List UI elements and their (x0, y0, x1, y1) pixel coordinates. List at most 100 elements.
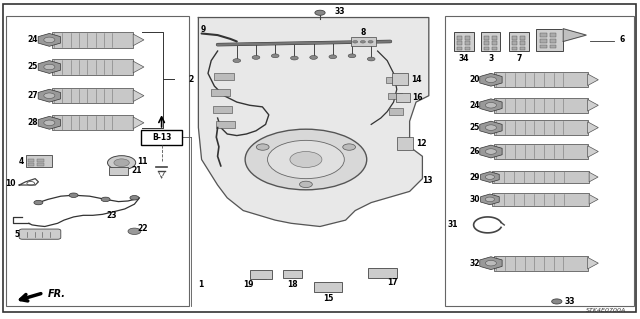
Circle shape (485, 197, 495, 202)
Text: 19: 19 (243, 280, 253, 289)
Text: 8: 8 (361, 28, 366, 37)
Circle shape (552, 299, 562, 304)
Text: 25: 25 (469, 123, 480, 132)
Circle shape (485, 175, 495, 179)
Bar (465, 36, 470, 40)
Circle shape (485, 125, 497, 130)
Polygon shape (589, 172, 598, 182)
Circle shape (348, 54, 356, 58)
Circle shape (360, 41, 365, 43)
Text: 27: 27 (28, 91, 38, 100)
Bar (550, 45, 556, 48)
Text: 1: 1 (198, 280, 204, 289)
Bar (351, 37, 376, 46)
Bar (492, 41, 497, 45)
Bar (494, 144, 588, 159)
Bar (368, 268, 397, 278)
Circle shape (268, 140, 344, 179)
Bar (283, 270, 302, 278)
Text: 5: 5 (14, 230, 19, 239)
Text: 31: 31 (448, 220, 458, 229)
Bar (392, 73, 408, 85)
Bar (540, 33, 547, 37)
Text: 30: 30 (469, 195, 480, 204)
Bar (37, 159, 44, 162)
Bar (52, 115, 133, 130)
Bar (536, 29, 563, 51)
Circle shape (252, 56, 260, 59)
Circle shape (108, 156, 136, 170)
Circle shape (485, 77, 497, 83)
Circle shape (291, 56, 298, 60)
Bar (465, 41, 470, 45)
Bar (512, 36, 517, 40)
Bar (494, 120, 588, 135)
Bar (397, 137, 413, 150)
Text: 33: 33 (334, 7, 344, 16)
Bar (396, 93, 410, 102)
Circle shape (300, 181, 312, 188)
Bar (213, 106, 232, 113)
Polygon shape (588, 146, 598, 157)
Circle shape (128, 228, 141, 234)
Text: FR.: FR. (48, 289, 66, 299)
Bar (26, 155, 52, 167)
Polygon shape (588, 122, 598, 133)
Bar (540, 45, 547, 48)
Bar (37, 163, 44, 166)
Text: B-13: B-13 (152, 133, 172, 142)
Bar (214, 73, 234, 80)
Circle shape (69, 193, 78, 197)
Polygon shape (563, 29, 586, 41)
Text: 34: 34 (459, 54, 469, 63)
Bar (493, 171, 589, 183)
Bar (28, 159, 34, 162)
Polygon shape (589, 195, 598, 204)
Bar (512, 47, 517, 50)
Bar (52, 32, 133, 48)
Polygon shape (133, 90, 144, 101)
Bar (494, 98, 588, 113)
Circle shape (329, 55, 337, 59)
Circle shape (343, 144, 356, 150)
Polygon shape (588, 257, 598, 269)
Bar (445, 16, 634, 306)
FancyBboxPatch shape (19, 229, 61, 239)
Polygon shape (588, 100, 598, 111)
Circle shape (114, 159, 129, 167)
Text: 21: 21 (131, 167, 141, 175)
Bar (465, 47, 470, 50)
Bar (141, 130, 182, 145)
Circle shape (245, 129, 367, 190)
Text: 4: 4 (19, 157, 24, 166)
Text: 15: 15 (323, 294, 333, 303)
Bar (457, 36, 462, 40)
Bar (492, 47, 497, 50)
Circle shape (271, 54, 279, 58)
Text: 29: 29 (469, 173, 480, 182)
Text: 22: 22 (138, 224, 148, 233)
Text: 26: 26 (469, 147, 480, 156)
Bar (520, 47, 525, 50)
Bar (216, 121, 235, 128)
Bar (520, 41, 525, 45)
Polygon shape (133, 61, 144, 73)
Bar (484, 41, 489, 45)
Bar (484, 36, 489, 40)
Circle shape (34, 200, 43, 205)
Circle shape (315, 10, 325, 15)
Bar (493, 193, 589, 206)
Bar (454, 32, 474, 51)
Bar (28, 163, 34, 166)
Text: 11: 11 (138, 157, 148, 166)
Text: 7: 7 (516, 54, 522, 63)
Bar (512, 41, 517, 45)
Polygon shape (198, 18, 429, 226)
Text: 24: 24 (28, 35, 38, 44)
Polygon shape (133, 34, 144, 46)
Text: 9: 9 (201, 25, 206, 34)
Circle shape (130, 196, 139, 200)
Text: 17: 17 (387, 278, 398, 287)
Text: 25: 25 (28, 63, 38, 71)
Text: 32: 32 (469, 259, 480, 268)
